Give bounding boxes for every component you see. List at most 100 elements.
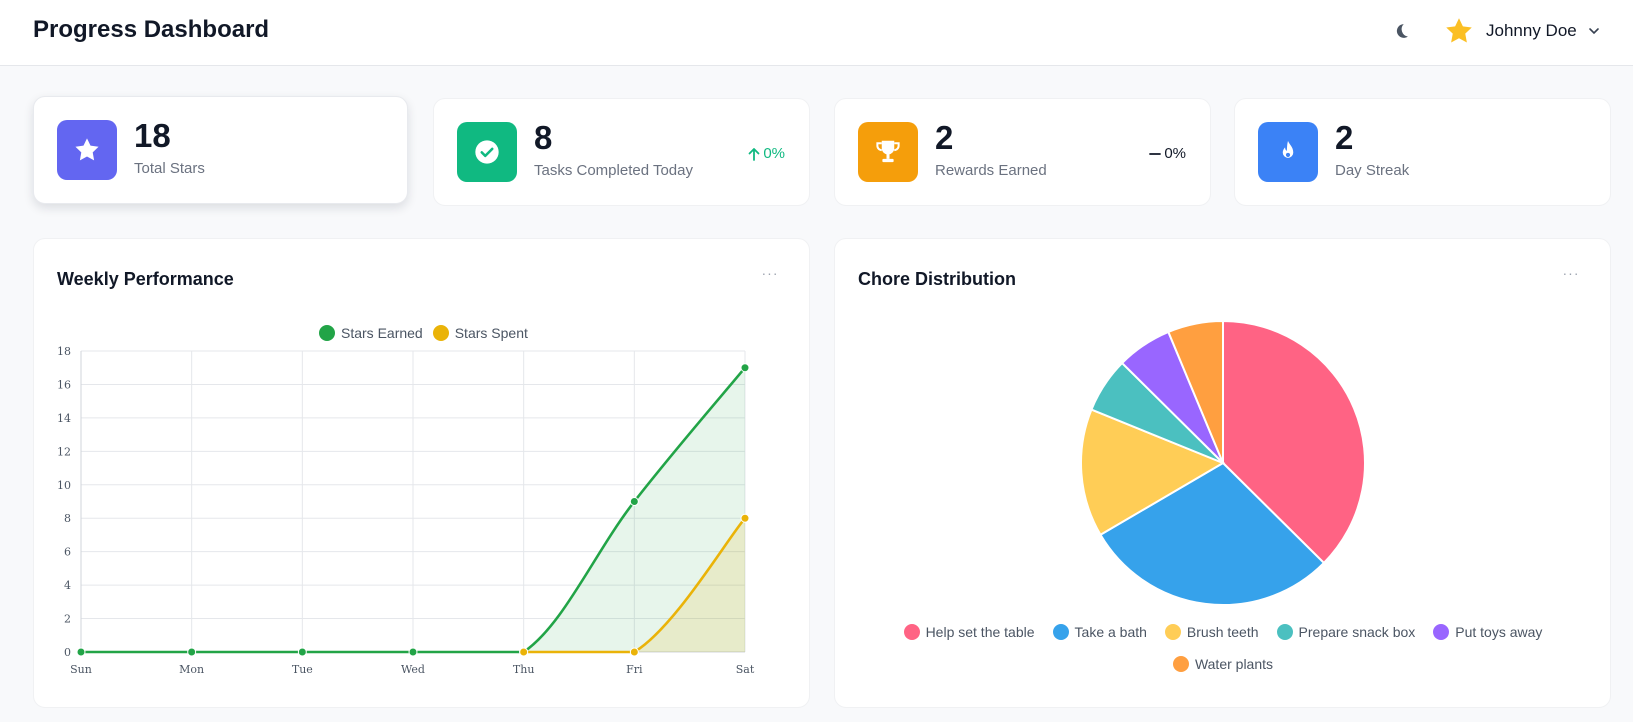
legend-swatch-icon — [1164, 624, 1181, 640]
weekly-performance-panel: Weekly Performance ··· Stars Earned Star… — [33, 238, 810, 708]
legend-swatch-icon — [903, 624, 920, 640]
legend-swatch-icon — [1172, 656, 1189, 672]
stat-card-day-streak[interactable]: 2 Day Streak — [1234, 98, 1611, 206]
legend-swatch-icon — [1433, 624, 1450, 640]
x-tick-label: Tue — [292, 663, 313, 676]
legend-label: Put toys away — [1455, 624, 1543, 640]
more-options-icon[interactable]: ··· — [1562, 265, 1580, 281]
chore-distribution-panel: Chore Distribution ··· Help set the tabl… — [834, 238, 1611, 708]
legend-label: Stars Spent — [454, 325, 528, 341]
legend-label: Stars Earned — [341, 325, 423, 341]
stat-label: Day Streak — [1335, 162, 1410, 179]
user-menu[interactable]: Johnny Doe — [1444, 14, 1601, 48]
stat-card-total-stars[interactable]: 18 Total Stars — [33, 96, 408, 204]
x-tick-label: Sun — [70, 663, 92, 676]
y-tick-label: 16 — [57, 378, 71, 391]
stat-change: 0% — [748, 145, 785, 162]
series-line — [523, 517, 747, 654]
legend-item[interactable]: Prepare snack box — [1276, 621, 1416, 643]
legend-label: Water plants — [1194, 656, 1274, 672]
data-point[interactable] — [408, 647, 418, 657]
page-title: Progress Dashboard — [33, 16, 270, 43]
stat-label: Total Stars — [134, 160, 205, 177]
data-point[interactable] — [519, 647, 529, 657]
y-tick-label: 0 — [64, 646, 71, 659]
panel-title: Chore Distribution — [858, 269, 1016, 289]
data-point[interactable] — [740, 363, 750, 373]
stat-value: 2 — [935, 119, 954, 156]
check-circle-icon — [475, 140, 499, 164]
stat-icon-box — [457, 122, 517, 182]
moon-icon[interactable] — [1390, 20, 1412, 42]
y-tick-label: 4 — [64, 579, 71, 592]
y-tick-label: 12 — [57, 445, 71, 458]
data-point[interactable] — [76, 647, 86, 657]
stat-value: 8 — [534, 119, 553, 156]
y-tick-label: 18 — [57, 345, 71, 358]
chore-pie-chart — [1080, 319, 1366, 606]
legend-label: Prepare snack box — [1298, 624, 1416, 640]
chart-legend: Stars Earned Stars Spent — [319, 325, 538, 341]
chevron-down-icon — [1588, 28, 1599, 35]
x-tick-label: Fri — [626, 663, 643, 676]
data-point[interactable] — [187, 647, 197, 657]
pie-slice[interactable] — [1222, 319, 1366, 565]
legend-item[interactable]: Help set the table — [903, 621, 1035, 643]
pie-legend: Help set the table Take a bath Brush teeth… — [873, 621, 1573, 675]
stat-label: Rewards Earned — [935, 162, 1047, 179]
legend-label: Take a bath — [1074, 624, 1147, 640]
legend-swatch-icon — [1276, 624, 1293, 640]
star-icon — [1446, 18, 1472, 43]
legend-item[interactable]: Take a bath — [1052, 621, 1147, 643]
stat-card-rewards-earned[interactable]: 2 Rewards Earned 0% — [834, 98, 1211, 206]
pie-slice[interactable] — [1167, 319, 1224, 464]
data-point[interactable] — [297, 647, 307, 657]
stat-icon-box — [1258, 122, 1318, 182]
stat-change: 0% — [1149, 145, 1186, 162]
legend-swatch-icon — [1052, 624, 1069, 640]
pie-slice[interactable] — [1080, 408, 1226, 537]
data-point[interactable] — [740, 513, 750, 523]
y-tick-label: 6 — [64, 546, 71, 559]
x-tick-label: Wed — [401, 663, 425, 676]
stat-value: 18 — [134, 117, 171, 154]
trophy-icon — [876, 140, 900, 163]
pie-slice[interactable] — [1099, 461, 1326, 606]
x-tick-label: Mon — [179, 663, 204, 676]
series-area — [523, 518, 745, 652]
stat-label: Tasks Completed Today — [534, 162, 693, 179]
series-area — [81, 367, 745, 652]
stat-value: 2 — [1335, 119, 1354, 156]
stat-icon-box — [57, 120, 117, 180]
stat-change-value: 0% — [763, 145, 785, 162]
legend-item[interactable]: Put toys away — [1433, 621, 1542, 643]
legend-item[interactable]: Stars Spent — [432, 325, 528, 341]
legend-item[interactable]: Brush teeth — [1164, 621, 1259, 643]
legend-label: Help set the table — [925, 624, 1035, 640]
stat-icon-box — [858, 122, 918, 182]
stat-card-tasks-completed[interactable]: 8 Tasks Completed Today 0% — [433, 98, 810, 206]
minus-icon — [1149, 152, 1162, 155]
weekly-line-chart: 0 2 4 6 8 10 12 14 16 18 Sun Mon Tue Wed Thu Fri Sat — [57, 345, 755, 676]
stat-change-value: 0% — [1164, 145, 1186, 162]
top-header: Progress Dashboard Johnny Doe — [0, 0, 1633, 66]
x-tick-label: Thu — [513, 663, 535, 676]
y-tick-label: 8 — [64, 512, 71, 525]
star-icon — [75, 138, 99, 161]
data-point[interactable] — [629, 647, 639, 657]
legend-item[interactable]: Stars Earned — [319, 325, 423, 341]
arrow-up-icon — [748, 147, 760, 161]
legend-swatch-icon — [319, 325, 335, 341]
panel-title: Weekly Performance — [57, 269, 234, 289]
user-name: Johnny Doe — [1486, 21, 1577, 40]
y-tick-label: 2 — [64, 613, 71, 626]
legend-item[interactable]: Water plants — [1172, 653, 1274, 675]
y-tick-label: 10 — [57, 479, 71, 492]
data-point[interactable] — [629, 497, 639, 506]
more-options-icon[interactable]: ··· — [761, 265, 779, 281]
x-tick-label: Sat — [736, 663, 755, 676]
legend-label: Brush teeth — [1186, 624, 1259, 640]
legend-swatch-icon — [432, 325, 449, 341]
y-tick-label: 14 — [57, 412, 71, 425]
fire-icon — [1282, 140, 1294, 158]
